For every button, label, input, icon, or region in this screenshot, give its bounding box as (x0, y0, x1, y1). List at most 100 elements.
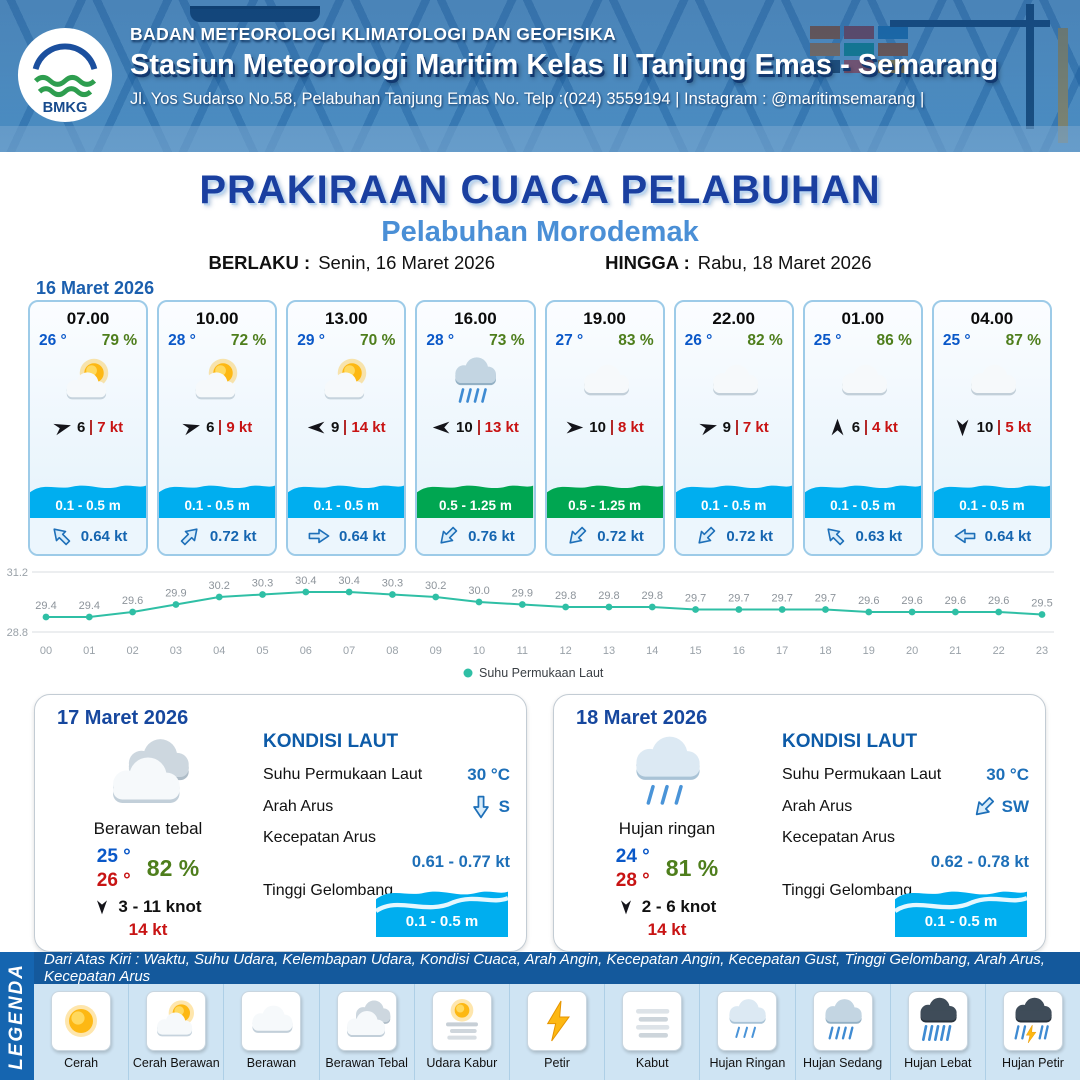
wind-direction-icon (828, 418, 847, 437)
svg-text:23: 23 (1036, 645, 1048, 657)
air-temperature: 28 ° (426, 332, 455, 349)
station-name: Stasiun Meteorologi Maritim Kelas II Tan… (130, 49, 999, 81)
wave-height-value: 0.5 - 1.25 m (439, 498, 512, 513)
svg-text:07: 07 (343, 645, 355, 657)
legend-weather-icon (336, 991, 397, 1051)
header-text-block: BADAN METEOROLOGI KLIMATOLOGI DAN GEOFIS… (130, 24, 998, 109)
sea-current-speed-value: 0.62 - 0.78 kt (930, 853, 1029, 871)
legend-item-label: Berawan Tebal (325, 1056, 408, 1070)
forecast-time: 22.00 (712, 309, 755, 328)
temp-humidity-row: 29 ° 70 % (288, 329, 404, 350)
gust-speed: 8 kt (617, 418, 644, 436)
legend-item: Udara Kabur (415, 984, 510, 1080)
gust-speed: 13 kt (484, 418, 519, 436)
current-speed: 0.76 kt (468, 527, 515, 545)
legend-weather-icon (51, 991, 112, 1051)
legend-item-label: Cerah (64, 1056, 99, 1070)
legend-description: Dari Atas Kiri : Waktu, Suhu Udara, Kele… (34, 951, 1080, 985)
divider (865, 419, 868, 435)
wind-row: 10 5 kt (934, 412, 1050, 442)
legend-item-label: Udara Kabur (426, 1056, 498, 1070)
daily-temp-range: 24 ° 28 ° (616, 845, 650, 893)
wave-height-band: 0.1 - 0.5 m (288, 478, 405, 518)
daily-weather-icon (562, 733, 772, 817)
daily-humidity: 81 % (665, 855, 719, 882)
daily-gust-speed: 14 kt (647, 919, 687, 939)
temp-humidity-row: 26 ° 82 % (676, 329, 792, 350)
daily-temps: 24 ° 28 ° 81 % (562, 845, 772, 893)
daily-temp-min: 24 ° (615, 846, 650, 867)
current-direction-icon (953, 527, 977, 545)
current-speed: 0.72 kt (726, 527, 774, 545)
sea-current-direction: SW (971, 796, 1029, 817)
svg-text:05: 05 (256, 645, 268, 657)
svg-text:29.6: 29.6 (858, 595, 879, 607)
air-temperature: 29 ° (297, 332, 325, 349)
wind-direction-icon (432, 418, 451, 437)
wave-height-band: 0.1 - 0.5 m (30, 478, 147, 518)
current-speed: 0.64 kt (984, 527, 1032, 545)
svg-text:03: 03 (170, 645, 182, 657)
svg-text:29.8: 29.8 (642, 590, 663, 602)
current-speed: 0.64 kt (80, 527, 128, 545)
current-speed: 0.63 kt (855, 527, 903, 545)
sea-current-direction-label: Arah Arus (263, 798, 334, 815)
sea-current-speed-row: Kecepatan Arus (782, 829, 1029, 847)
daily-wind-direction-icon (618, 899, 634, 915)
svg-text:30.4: 30.4 (295, 575, 316, 587)
wave-height-band: 0.1 - 0.5 m (675, 478, 792, 518)
wave-height-value: 0.1 - 0.5 m (405, 913, 479, 930)
sea-current-direction-value: S (498, 797, 510, 816)
sst-line-chart: 31.2 28.8 29.4 00 29.4 01 29.6 02 29.9 03 30.2 04 30… (7, 567, 1054, 680)
forecast-card: 22.00 26 ° 82 % 9 7 kt 0.1 - 0.5 m 0.72 … (673, 300, 794, 556)
sea-condition-block: KONDISI LAUT Suhu Permukaan Laut 30 °C A… (782, 731, 1029, 937)
legend-item: Hujan Sedang (796, 984, 891, 1080)
svg-text:30.2: 30.2 (425, 580, 446, 592)
legend-item: Hujan Petir (986, 984, 1080, 1080)
svg-text:14: 14 (646, 645, 658, 657)
current-row: 0.64 kt (288, 518, 405, 554)
sea-current-direction-icon (967, 791, 1000, 824)
sea-current-direction-label: Arah Arus (782, 798, 853, 815)
wind-direction-icon (180, 415, 203, 438)
wave-height-value: 0.1 - 0.5 m (313, 498, 379, 513)
current-speed: 0.72 kt (209, 527, 257, 545)
air-temperature: 25 ° (813, 332, 842, 349)
forecast-time: 04.00 (970, 309, 1014, 328)
legend-weather-icon (717, 991, 778, 1051)
legend-weather-icon (907, 991, 968, 1051)
gust-speed: 7 kt (742, 418, 769, 436)
validity-row: BERLAKU : Senin, 16 Maret 2026 HINGGA : Ra… (0, 252, 1080, 274)
legend-weather-icon (431, 991, 492, 1051)
legend-title: LEGENDA (6, 962, 27, 1070)
station-address: Jl. Yos Sudarso No.58, Pelabuhan Tanjung… (130, 90, 925, 108)
sea-sst-label: Suhu Permukaan Laut (263, 766, 423, 783)
daily-temps: 25 ° 26 ° 82 % (43, 845, 253, 893)
svg-text:00: 00 (40, 645, 52, 657)
legend-weather-icon (241, 991, 302, 1051)
header-banner: BMKG BADAN METEOROLOGI KLIMATOLOGI DAN G… (0, 0, 1080, 152)
valid-from: BERLAKU : Senin, 16 Maret 2026 (208, 252, 495, 274)
legend-item-label: Hujan Petir (1002, 1056, 1064, 1070)
svg-text:16: 16 (733, 645, 745, 657)
sea-wave-height-badge: 0.1 - 0.5 m (895, 883, 1027, 937)
wind-row: 10 13 kt (417, 412, 533, 442)
svg-text:11: 11 (517, 645, 528, 657)
svg-text:30.3: 30.3 (382, 578, 403, 590)
humidity: 72 % (230, 332, 267, 349)
current-direction-icon (821, 521, 851, 551)
svg-text:10: 10 (473, 645, 485, 657)
wind-direction-icon (565, 418, 584, 437)
wind-row: 6 7 kt (30, 412, 146, 442)
current-row: 0.76 kt (417, 518, 534, 554)
wave-height-value: 0.5 - 1.25 m (568, 498, 641, 513)
svg-text:29.9: 29.9 (165, 588, 186, 600)
wind-speed: 6 (76, 418, 86, 436)
svg-text:22: 22 (993, 645, 1005, 657)
temp-humidity-row: 27 ° 83 % (547, 329, 663, 350)
forecast-time: 16.00 (454, 309, 497, 328)
weather-icon (547, 352, 663, 412)
sea-sst-row: Suhu Permukaan Laut 30 °C (782, 765, 1029, 785)
air-temperature: 26 ° (39, 332, 67, 349)
sea-wave-row: Tinggi Gelombang (263, 882, 510, 900)
